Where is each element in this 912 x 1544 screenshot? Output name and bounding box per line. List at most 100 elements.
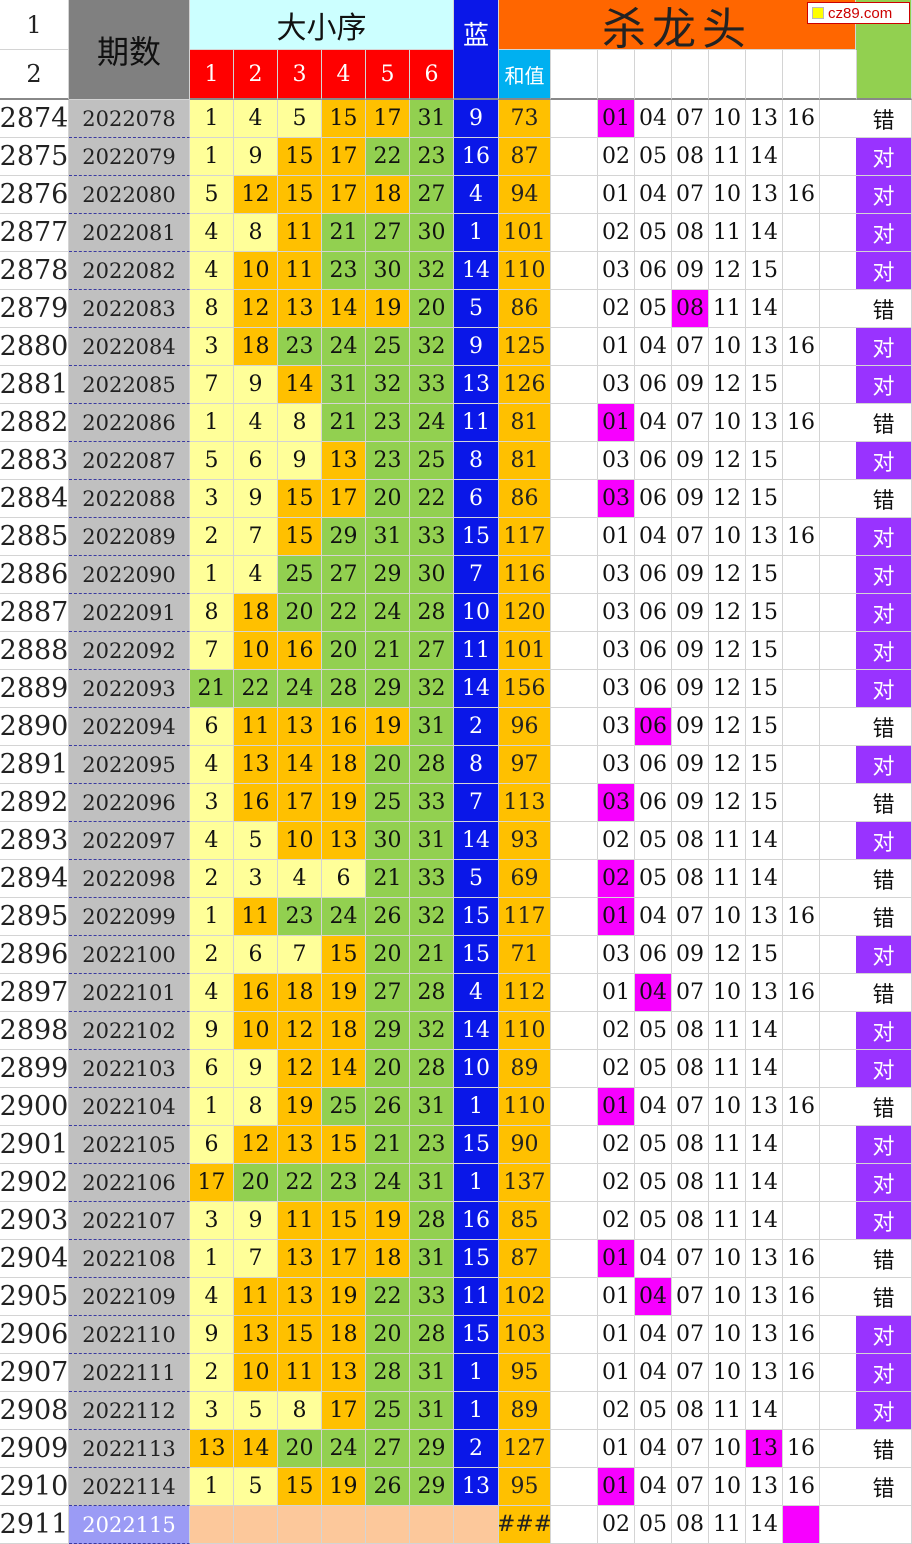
red-ball-3: 16 (278, 632, 322, 670)
result-badge: 对 (856, 1012, 912, 1050)
kill-number: 08 (672, 1506, 709, 1544)
period-cell: 2022086 (69, 404, 190, 442)
red-ball-3: 15 (278, 1468, 322, 1506)
period-cell: 2022082 (69, 252, 190, 290)
kill-number: 15 (746, 632, 783, 670)
red-ball-6: 23 (410, 1126, 454, 1164)
row-number: 2889 (0, 670, 69, 708)
red-ball-2: 14 (234, 1430, 278, 1468)
kill-blank (783, 708, 820, 746)
kill-number: 02 (598, 1012, 635, 1050)
red-ball-6: 31 (410, 1354, 454, 1392)
kill-number: 12 (709, 252, 746, 290)
blue-ball-pending (454, 1506, 499, 1544)
kill-number: 01 (598, 1468, 635, 1506)
kill-blank (820, 442, 857, 480)
red-ball-3: 13 (278, 1278, 322, 1316)
red-ball-6: 25 (410, 442, 454, 480)
blank-cell (551, 214, 598, 252)
kill-number: 04 (635, 974, 672, 1012)
period-cell: 2022113 (69, 1430, 190, 1468)
kill-number: 06 (635, 936, 672, 974)
blue-ball: 2 (454, 708, 499, 746)
kill-number: 09 (672, 936, 709, 974)
red-ball-6: 28 (410, 1202, 454, 1240)
period-cell: 2022095 (69, 746, 190, 784)
row-number: 2898 (0, 1012, 69, 1050)
red-ball-3: 10 (278, 822, 322, 860)
kill-number: 08 (672, 822, 709, 860)
row-number: 2890 (0, 708, 69, 746)
row-number: 2895 (0, 898, 69, 936)
blank-cell (551, 632, 598, 670)
kill-number: 07 (672, 518, 709, 556)
period-cell: 2022103 (69, 1050, 190, 1088)
row-number: 2906 (0, 1316, 69, 1354)
kill-blank (820, 936, 857, 974)
kill-blank (783, 214, 820, 252)
kill-blank (820, 290, 857, 328)
sum-value: 120 (499, 594, 551, 632)
red-ball-4: 19 (322, 1278, 366, 1316)
red-ball-1: 9 (190, 1316, 234, 1354)
red-ball-1: 3 (190, 784, 234, 822)
red-ball-1: 2 (190, 1354, 234, 1392)
kill-number: 14 (746, 290, 783, 328)
red-ball-4: 17 (322, 176, 366, 214)
red-ball-3: 22 (278, 1164, 322, 1202)
blank-cell (551, 1088, 598, 1126)
kill-number: 16 (783, 518, 820, 556)
kill-number: 11 (709, 1012, 746, 1050)
period-cell: 2022094 (69, 708, 190, 746)
red-ball-6: 31 (410, 1392, 454, 1430)
kill-number: 08 (672, 1392, 709, 1430)
period-cell: 2022101 (69, 974, 190, 1012)
red-ball-3: 11 (278, 1354, 322, 1392)
order-col-3: 3 (278, 50, 322, 100)
red-ball-2: 18 (234, 594, 278, 632)
kill-number: 13 (746, 1088, 783, 1126)
kill-number: 16 (783, 898, 820, 936)
kill-number: 13 (746, 1316, 783, 1354)
red-ball-6: 31 (410, 822, 454, 860)
red-ball-1: 4 (190, 214, 234, 252)
blue-ball: 14 (454, 822, 499, 860)
red-ball-1: 5 (190, 176, 234, 214)
red-ball-6: 33 (410, 366, 454, 404)
red-ball-4: 22 (322, 594, 366, 632)
red-ball-4: 31 (322, 366, 366, 404)
kill-number: 16 (783, 1468, 820, 1506)
sum-value: 110 (499, 1088, 551, 1126)
kill-number: 07 (672, 1240, 709, 1278)
kill-number: 12 (709, 670, 746, 708)
kill-number: 04 (635, 100, 672, 138)
red-ball-4: 25 (322, 1088, 366, 1126)
red-ball-4: 17 (322, 1392, 366, 1430)
blank-cell (551, 1392, 598, 1430)
kill-header-blank (635, 50, 672, 100)
red-ball-4: 18 (322, 1316, 366, 1354)
blank-cell (551, 442, 598, 480)
red-ball-3: 11 (278, 1202, 322, 1240)
red-ball-4: 17 (322, 480, 366, 518)
row-number: 2899 (0, 1050, 69, 1088)
period-cell: 2022089 (69, 518, 190, 556)
sum-value: 87 (499, 138, 551, 176)
kill-number: 16 (783, 1088, 820, 1126)
kill-number: 14 (746, 138, 783, 176)
kill-number: 03 (598, 252, 635, 290)
kill-number: 14 (746, 1392, 783, 1430)
red-ball-5: 19 (366, 1202, 410, 1240)
site-logo[interactable]: cz89.com (807, 2, 910, 24)
blank-cell (551, 1202, 598, 1240)
red-ball-5: 24 (366, 594, 410, 632)
blue-ball: 14 (454, 670, 499, 708)
red-ball-1: 17 (190, 1164, 234, 1202)
row-number: 2897 (0, 974, 69, 1012)
kill-number: 06 (635, 594, 672, 632)
blue-ball: 5 (454, 860, 499, 898)
kill-number: 07 (672, 898, 709, 936)
red-ball-6: 31 (410, 1164, 454, 1202)
red-ball-3: 13 (278, 1126, 322, 1164)
kill-number: 01 (598, 1240, 635, 1278)
